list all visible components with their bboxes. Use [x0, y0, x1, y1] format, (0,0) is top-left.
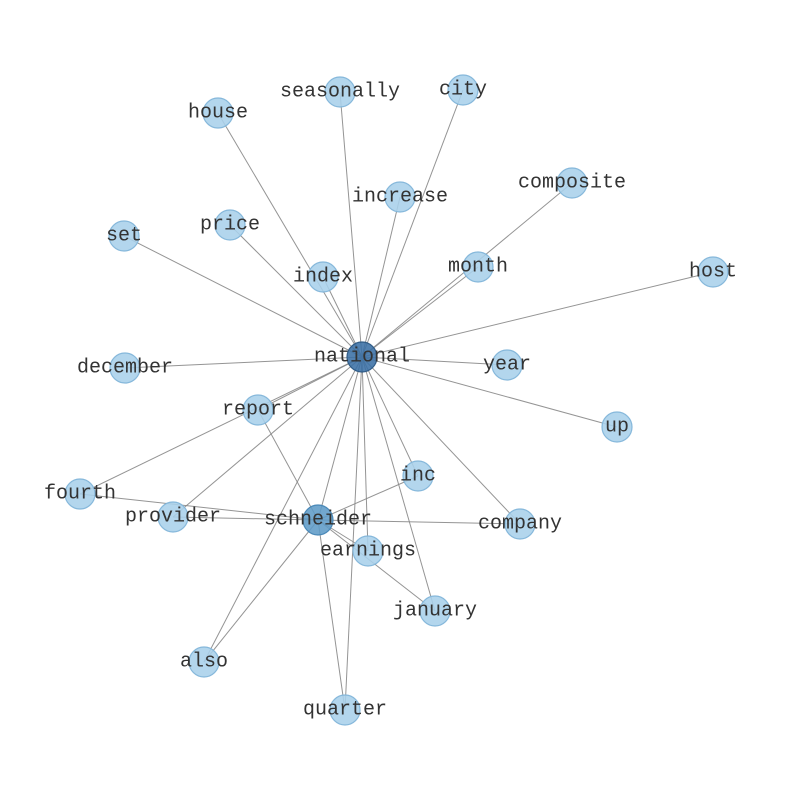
svg-text:also: also: [180, 651, 228, 674]
svg-text:earnings: earnings: [320, 540, 416, 563]
svg-text:inc: inc: [400, 465, 436, 488]
svg-text:report: report: [222, 399, 294, 422]
svg-text:fourth: fourth: [44, 483, 116, 506]
svg-text:year: year: [483, 354, 531, 377]
svg-text:city: city: [439, 79, 487, 102]
svg-text:seasonally: seasonally: [280, 81, 400, 104]
svg-text:increase: increase: [352, 186, 448, 209]
svg-text:price: price: [200, 214, 260, 237]
svg-text:december: december: [77, 357, 173, 380]
svg-text:host: host: [689, 261, 737, 284]
svg-text:january: january: [393, 600, 477, 623]
svg-text:schneider: schneider: [264, 509, 372, 532]
svg-text:composite: composite: [518, 172, 626, 195]
svg-text:set: set: [106, 225, 142, 248]
svg-text:house: house: [188, 102, 248, 125]
svg-text:quarter: quarter: [303, 699, 387, 722]
svg-text:month: month: [448, 256, 508, 279]
svg-text:provider: provider: [125, 506, 221, 529]
svg-text:up: up: [605, 416, 629, 439]
svg-text:company: company: [478, 513, 562, 536]
svg-text:index: index: [293, 266, 353, 289]
svg-text:national: national: [314, 346, 410, 369]
